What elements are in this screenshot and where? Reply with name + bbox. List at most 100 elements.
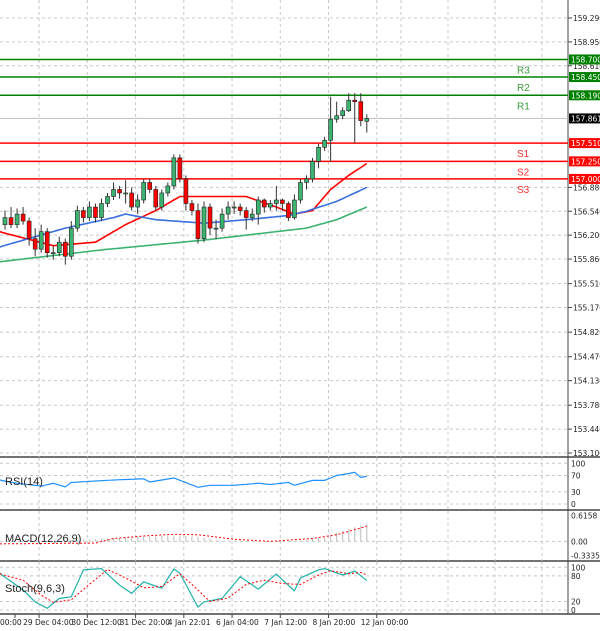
level-badge — [569, 90, 600, 101]
candle — [69, 221, 74, 260]
candle-body — [117, 189, 122, 194]
candle — [249, 208, 255, 222]
candle-body — [201, 206, 207, 239]
candle — [62, 238, 68, 265]
candle — [358, 93, 364, 127]
candle — [105, 192, 110, 208]
candle-body — [346, 99, 352, 112]
rsi-title: RSI(14) — [5, 476, 43, 488]
price-tick-label: 153.100 — [573, 449, 600, 458]
candle-body — [69, 227, 74, 257]
candle — [14, 208, 20, 229]
time-tick-label: 7 Jan 12:00 — [264, 618, 307, 627]
candle — [201, 201, 207, 243]
candle-body — [207, 206, 213, 229]
candle-body — [141, 182, 146, 201]
price-tick-label: 156.540 — [573, 207, 600, 216]
candle-body — [14, 213, 20, 225]
candle-body — [129, 192, 134, 208]
candle-body — [62, 241, 68, 257]
price-tick-label: 155.860 — [573, 255, 600, 264]
moving-average-line — [0, 206, 368, 263]
time-tick-label: 29 Dec 04:00 — [23, 618, 74, 627]
candle-body — [268, 203, 273, 208]
candle — [153, 185, 159, 211]
level-name-label: R2 — [517, 83, 530, 94]
candle — [26, 217, 32, 246]
candle — [165, 182, 171, 197]
candle — [225, 201, 231, 220]
level-name-label: S2 — [517, 167, 530, 178]
candle-body — [364, 118, 370, 122]
macd-tick-label: 0.6158 — [571, 512, 597, 521]
pane-1 — [0, 458, 568, 510]
candle — [304, 175, 309, 190]
candle — [237, 203, 243, 216]
price-tick-label: 156.200 — [573, 231, 600, 240]
level-badge — [569, 173, 600, 184]
candle — [135, 194, 140, 215]
candle-body — [292, 199, 297, 218]
candle — [352, 93, 358, 144]
candle — [189, 200, 195, 216]
candle-body — [298, 182, 303, 201]
price-tick-label: 154.470 — [573, 353, 600, 362]
price-tick-label: 159.290 — [573, 14, 600, 23]
price-tick-label: 153.440 — [573, 425, 600, 434]
candle — [195, 203, 201, 244]
level-name-label: R1 — [517, 101, 530, 112]
time-tick-label: 4 Jan 22:01 — [168, 618, 211, 627]
candle — [364, 114, 370, 133]
candle — [207, 203, 213, 236]
candle — [274, 185, 279, 211]
candle — [8, 207, 14, 229]
candle-body — [261, 199, 267, 208]
candle-body — [81, 210, 86, 218]
candle — [44, 228, 50, 258]
level-price-label: 157.000 — [571, 175, 600, 184]
candle — [20, 207, 26, 225]
candle — [255, 196, 261, 225]
candle — [2, 210, 8, 230]
candle-body — [26, 220, 32, 239]
candle — [322, 136, 327, 151]
candle — [129, 187, 134, 211]
level-badge — [569, 54, 600, 65]
candle-body — [50, 252, 56, 255]
candle — [346, 93, 352, 113]
candle — [316, 143, 321, 169]
time-tick-label: 12 Jan 00:00 — [361, 618, 409, 627]
candle-body — [219, 213, 225, 229]
level-name-label: S1 — [517, 149, 530, 160]
rsi-tick-label: 30 — [571, 488, 581, 497]
candle — [147, 178, 153, 193]
candle-body — [316, 147, 321, 162]
candle-body — [195, 210, 201, 239]
level-badge — [569, 72, 600, 83]
time-tick-label: 30 Dec 12:00 — [71, 618, 122, 627]
candle-body — [213, 227, 219, 230]
candle — [219, 208, 225, 232]
candle-body — [255, 199, 261, 215]
macd-signal-line — [0, 525, 367, 545]
stoch-tick-label: 100 — [571, 563, 586, 572]
candle-body — [20, 213, 26, 222]
candle — [328, 96, 333, 163]
candle — [213, 219, 219, 239]
rsi-tick-label: 100 — [571, 459, 586, 468]
candle-body — [183, 178, 189, 204]
candle-body — [334, 115, 339, 120]
candle-body — [243, 210, 249, 218]
price-tick-label: 158.950 — [573, 38, 600, 47]
pane-2 — [0, 511, 568, 561]
candle-body — [237, 206, 243, 211]
candle-body — [310, 161, 315, 180]
candle-body — [358, 101, 364, 121]
candle — [38, 224, 44, 253]
candle — [171, 154, 177, 190]
time-tick-label: 6 Jan 04:00 — [216, 618, 259, 627]
candle-body — [93, 206, 98, 218]
candle — [286, 201, 291, 222]
candle-body — [165, 185, 171, 194]
